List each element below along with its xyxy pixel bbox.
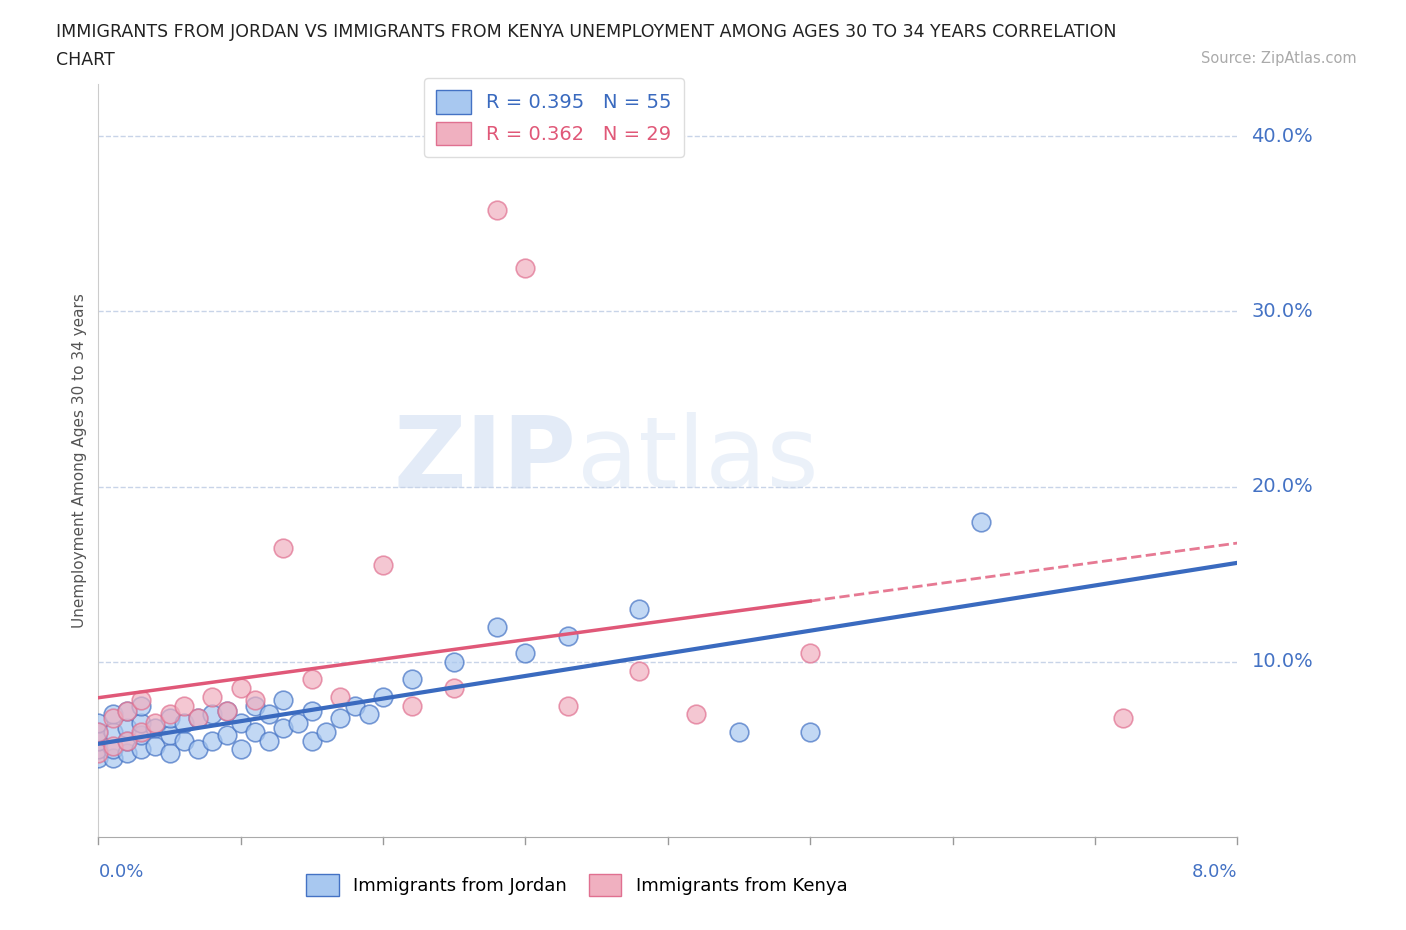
Point	[215, 703, 238, 718]
Text: 0.0%: 0.0%	[98, 863, 143, 882]
Point	[129, 724, 152, 739]
Point	[315, 724, 337, 739]
Point	[145, 721, 167, 736]
Point	[329, 689, 352, 704]
Point	[201, 689, 224, 704]
Text: ZIP: ZIP	[394, 412, 576, 509]
Point	[401, 698, 423, 713]
Point	[243, 724, 266, 739]
Point	[159, 746, 181, 761]
Point	[557, 628, 579, 643]
Point	[201, 733, 224, 748]
Point	[101, 724, 124, 739]
Point	[371, 689, 394, 704]
Point	[101, 711, 124, 725]
Point	[115, 703, 138, 718]
Legend: Immigrants from Jordan, Immigrants from Kenya: Immigrants from Jordan, Immigrants from …	[299, 867, 855, 903]
Point	[87, 733, 110, 748]
Point	[87, 746, 110, 761]
Point	[229, 716, 252, 731]
Point	[229, 742, 252, 757]
Text: 40.0%: 40.0%	[1251, 126, 1313, 146]
Text: 30.0%: 30.0%	[1251, 302, 1313, 321]
Point	[187, 742, 209, 757]
Point	[115, 733, 138, 748]
Point	[685, 707, 707, 722]
Point	[187, 711, 209, 725]
Text: CHART: CHART	[56, 51, 115, 69]
Point	[173, 716, 195, 731]
Point	[115, 721, 138, 736]
Point	[173, 733, 195, 748]
Point	[970, 514, 993, 529]
Point	[115, 746, 138, 761]
Point	[87, 724, 110, 739]
Point	[129, 716, 152, 731]
Point	[87, 751, 110, 765]
Point	[515, 260, 537, 275]
Point	[115, 703, 138, 718]
Point	[343, 698, 366, 713]
Point	[628, 663, 651, 678]
Point	[87, 724, 110, 739]
Point	[129, 742, 152, 757]
Point	[145, 716, 167, 731]
Point	[329, 711, 352, 725]
Point	[101, 707, 124, 722]
Point	[173, 698, 195, 713]
Point	[243, 693, 266, 708]
Point	[159, 707, 181, 722]
Point	[557, 698, 579, 713]
Point	[215, 728, 238, 743]
Point	[628, 602, 651, 617]
Point	[101, 738, 124, 753]
Point	[101, 751, 124, 765]
Point	[273, 540, 295, 555]
Point	[371, 558, 394, 573]
Point	[287, 716, 309, 731]
Point	[799, 645, 821, 660]
Point	[129, 698, 152, 713]
Text: IMMIGRANTS FROM JORDAN VS IMMIGRANTS FROM KENYA UNEMPLOYMENT AMONG AGES 30 TO 34: IMMIGRANTS FROM JORDAN VS IMMIGRANTS FRO…	[56, 23, 1116, 41]
Point	[187, 711, 209, 725]
Text: Source: ZipAtlas.com: Source: ZipAtlas.com	[1201, 51, 1357, 66]
Point	[486, 203, 509, 218]
Point	[486, 619, 509, 634]
Y-axis label: Unemployment Among Ages 30 to 34 years: Unemployment Among Ages 30 to 34 years	[72, 293, 87, 628]
Point	[301, 671, 323, 686]
Point	[87, 716, 110, 731]
Point	[87, 742, 110, 757]
Text: 10.0%: 10.0%	[1251, 652, 1313, 671]
Text: 8.0%: 8.0%	[1192, 863, 1237, 882]
Point	[1112, 711, 1135, 725]
Point	[101, 742, 124, 757]
Text: atlas: atlas	[576, 412, 818, 509]
Point	[515, 645, 537, 660]
Text: 20.0%: 20.0%	[1251, 477, 1313, 496]
Point	[201, 707, 224, 722]
Point	[799, 724, 821, 739]
Point	[115, 733, 138, 748]
Point	[357, 707, 380, 722]
Point	[259, 733, 281, 748]
Point	[259, 707, 281, 722]
Point	[301, 733, 323, 748]
Point	[145, 738, 167, 753]
Point	[301, 703, 323, 718]
Point	[229, 681, 252, 696]
Point	[273, 721, 295, 736]
Point	[443, 655, 465, 670]
Point	[215, 703, 238, 718]
Point	[129, 728, 152, 743]
Point	[443, 681, 465, 696]
Point	[273, 693, 295, 708]
Point	[401, 671, 423, 686]
Point	[243, 698, 266, 713]
Point	[159, 728, 181, 743]
Point	[728, 724, 751, 739]
Point	[129, 693, 152, 708]
Point	[159, 711, 181, 725]
